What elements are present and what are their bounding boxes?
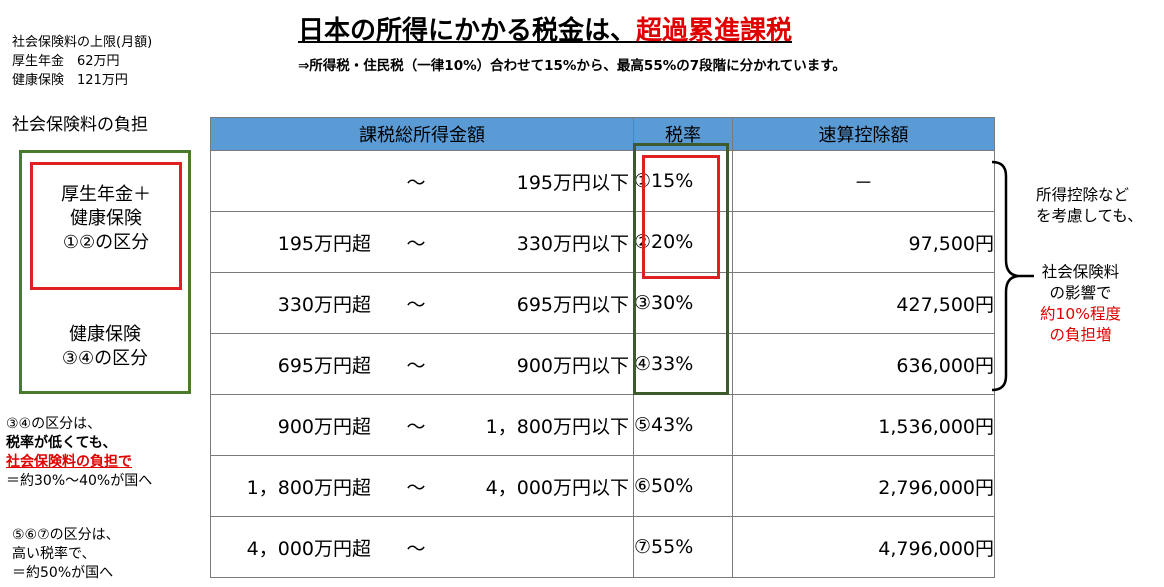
green-outline-box [19,150,191,394]
side-note-line: の影響で [1049,284,1112,302]
income-tilde: ～ [406,415,426,438]
rate-green-highlight [633,143,729,395]
table-row: 900万円超 ～ 1，800万円以下 ⑤43% 1,536,000円 [210,394,995,456]
income-range: 1，800万円超 ～ 4，000万円以下 [210,455,634,517]
tax-rate: ⑥50% [633,455,733,517]
note-line: 税率が低くても、 [6,435,117,451]
note-line: ＝約30%～40%が国へ [6,473,153,489]
income-tilde: ～ [406,293,426,316]
page-title: 日本の所得にかかる税金は、超過累進課税 [298,10,792,47]
income-range: ～ 195万円以下 [210,150,634,212]
side-note-line: 所得控除など [1036,186,1130,204]
income-from: 900万円超 [277,415,371,438]
income-to: 330万円以下 [516,232,629,255]
red-box-line: 厚生年金＋ [61,184,151,205]
header-income: 課税総所得金額 [210,117,634,151]
table-row: 195万円超～ 330万円以下 ②20% 97,500円 [210,211,995,273]
income-range: 695万円超 ～ 900万円以下 [210,333,634,395]
tax-rate: ⑦55% [633,516,733,578]
income-to: 900万円以下 [516,354,629,377]
income-to: 695万円以下 [516,293,629,316]
income-from: 4，000万円超 [246,537,371,560]
table-row: 4，000万円超 ～ ⑦55% 4,796,000円 [210,516,995,578]
red-box-line: 健康保険 [70,208,142,229]
note-brackets-3-4: ③④の区分は、 税率が低くても、 社会保険料の負担で ＝約30%～40%が国へ [6,415,152,491]
red-outline-box [30,162,182,290]
note-line: ⑤⑥⑦の区分は、 [12,527,120,543]
tax-bracket-table: 課税総所得金額 税率 速算控除額 ～ 195万円以下 ①15% － 195万円超 ～… [210,117,995,578]
tax-rate: ①15% [633,150,733,212]
tax-rate: ③30% [633,272,733,334]
deduction-amount: 4,796,000円 [732,516,995,578]
income-tilde: ～ [406,537,426,560]
table-row: 330万円超 ～ 695万円以下 ③30% 427,500円 [210,272,995,334]
income-from: 195万円超 [277,232,371,255]
deduction-amount: 2,796,000円 [732,455,995,517]
green-box-line: 健康保険 [69,324,141,345]
pension-limit: 厚生年金 62万円 [12,54,120,69]
income-tilde: ～ [406,354,426,377]
title-main: 日本の所得にかかる税金は、 [298,16,637,46]
income-tilde: ～ [406,232,426,255]
insurance-limit-block: 社会保険料の上限(月額) 厚生年金 62万円 健康保険 121万円 [12,33,152,90]
rate-red-highlight [642,155,720,279]
note-brackets-5-7: ⑤⑥⑦の区分は、 高い税率で、 ＝約50%が国へ [12,526,120,583]
note-line: 高い税率で、 [12,546,96,562]
deduction-amount: － [732,150,995,212]
side-note-line: 社会保険料 [1041,263,1120,281]
table-row: 1，800万円超 ～ 4，000万円以下 ⑥50% 2,796,000円 [210,455,995,517]
income-range: 330万円超 ～ 695万円以下 [210,272,634,334]
page-subtitle: ⇒所得税・住民税（一律10%）合わせて15%から、最高55%の7段階に分かれてい… [298,58,846,74]
deduction-amount: 97,500円 [732,211,995,273]
side-note-line-red: 約10%程度 [1040,305,1121,323]
income-to: 195万円以下 [516,171,629,194]
side-note-line-red: の負担増 [1049,326,1112,344]
income-from: 1，800万円超 [246,476,371,499]
income-range: 4，000万円超 ～ [210,516,634,578]
side-note-line: を考慮しても、 [1036,207,1143,225]
right-brace-icon [991,160,1034,392]
income-to: 1，800万円以下 [485,415,629,438]
tax-rate: ④33% [633,333,733,395]
income-range: 900万円超 ～ 1，800万円以下 [210,394,634,456]
health-limit: 健康保険 121万円 [12,73,128,88]
income-from: 330万円超 [277,293,371,316]
red-box-line: ①②の区分 [62,232,150,253]
green-box-label: 健康保険 ③④の区分 [19,323,191,371]
note-line: ＝約50%が国へ [12,565,114,581]
deduction-amount: 427,500円 [732,272,995,334]
table-row: ～ 195万円以下 ①15% － [210,150,995,212]
income-range: 195万円超 ～ 330万円以下 [210,211,634,273]
green-box-line: ③④の区分 [61,348,149,369]
header-deduction: 速算控除額 [732,117,995,151]
red-box-label: 厚生年金＋ 健康保険 ①②の区分 [30,183,182,255]
table-header-row: 課税総所得金額 税率 速算控除額 [210,117,995,151]
deduction-amount: 636,000円 [732,333,995,395]
income-tilde: ～ [406,171,426,194]
burden-heading: 社会保険料の負担 [12,115,148,135]
note-line-highlight: 社会保険料の負担で [6,454,132,470]
table-row: 695万円超 ～ 900万円以下 ④33% 636,000円 [210,333,995,395]
insurance-limit-heading: 社会保険料の上限(月額) [12,35,153,50]
side-note-top: 所得控除など を考慮しても、 [1036,185,1143,227]
side-note-bottom: 社会保険料 の影響で 約10%程度 の負担増 [1040,262,1121,346]
income-tilde: ～ [406,476,426,499]
tax-rate: ⑤43% [633,394,733,456]
income-to: 4，000万円以下 [485,476,629,499]
income-from: 695万円超 [277,354,371,377]
note-line: ③④の区分は、 [6,416,102,432]
deduction-amount: 1,536,000円 [732,394,995,456]
title-highlight: 超過累進課税 [636,16,793,46]
